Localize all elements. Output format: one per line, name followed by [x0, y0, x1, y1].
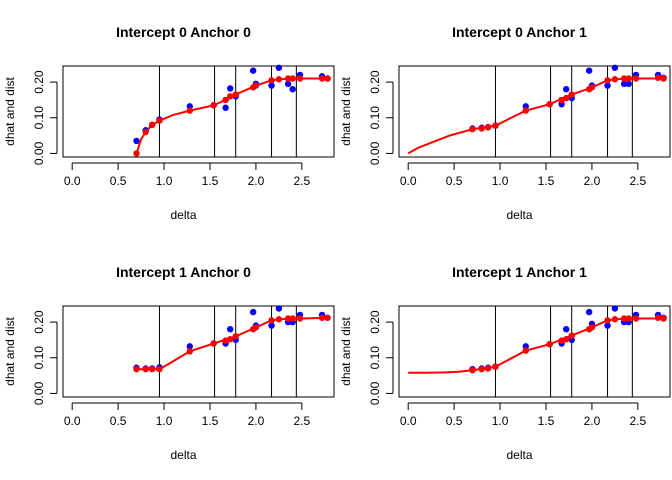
blue-point [611, 305, 619, 312]
y-tick-label: 0.00 [32, 141, 46, 165]
blue-point [249, 308, 257, 316]
blue-point [268, 82, 275, 89]
blue-point [249, 67, 257, 74]
y-tick-label: 0.20 [32, 70, 46, 94]
blue-point [604, 82, 611, 89]
x-tick-label: 2.5 [630, 414, 647, 428]
blue-point [222, 104, 229, 111]
x-tick-label: 0.5 [110, 174, 127, 188]
x-tick-label: 2.5 [294, 414, 311, 428]
x-tick-label: 0.0 [400, 414, 417, 428]
x-axis-label: delta [506, 448, 532, 462]
x-tick-label: 1.0 [492, 414, 509, 428]
blue-point [284, 80, 292, 88]
fitted-curve [407, 77, 664, 155]
x-tick-label: 1.0 [156, 174, 173, 188]
blue-point [268, 322, 275, 329]
x-tick-label: 1.5 [538, 414, 555, 428]
panel-title: Intercept 0 Anchor 1 [452, 24, 587, 40]
x-axis-label: delta [170, 448, 196, 462]
y-tick-label: 0.10 [368, 346, 382, 370]
blue-point [289, 85, 296, 93]
plot-frame [398, 305, 671, 398]
blue-point [604, 322, 611, 329]
x-tick-label: 0.5 [446, 174, 463, 188]
blue-point [585, 67, 593, 74]
blue-point [625, 80, 632, 88]
red-point [133, 150, 140, 157]
blue-point [562, 325, 570, 333]
y-tick-label: 0.10 [368, 106, 382, 130]
x-axis-label: delta [170, 208, 196, 222]
y-tick-label: 0.00 [368, 381, 382, 405]
panel-3: Intercept 1 Anchor 0 0.0 0.5 1.0 1.5 2.0 2.5 0.… [3, 264, 335, 462]
blue-point [226, 325, 234, 333]
x-tick-label: 1.0 [156, 414, 173, 428]
panel-title: Intercept 0 Anchor 0 [116, 24, 251, 40]
y-tick-label: 0.20 [368, 70, 382, 94]
plot-frame [62, 305, 335, 398]
blue-point [275, 305, 283, 312]
panel-title: Intercept 1 Anchor 0 [116, 264, 251, 280]
x-tick-label: 1.5 [538, 174, 555, 188]
panel-4: Intercept 1 Anchor 1 0.0 0.5 1.0 1.5 2.0 2.5 0.… [339, 264, 671, 462]
blue-point [611, 64, 619, 71]
x-tick-label: 0.0 [64, 174, 81, 188]
y-axis-label: dhat and dist [3, 316, 17, 385]
blue-point [275, 64, 283, 71]
red-point [133, 365, 140, 373]
y-tick-label: 0.00 [368, 141, 382, 165]
x-tick-label: 0.5 [110, 414, 127, 428]
y-axis-label: dhat and dist [339, 316, 353, 385]
x-tick-label: 2.5 [294, 174, 311, 188]
x-tick-label: 2.0 [248, 414, 265, 428]
x-tick-label: 0.0 [400, 174, 417, 188]
y-tick-label: 0.20 [32, 310, 46, 334]
blue-point [562, 85, 570, 93]
x-tick-label: 0.5 [446, 414, 463, 428]
panel-title: Intercept 1 Anchor 1 [452, 264, 587, 280]
x-tick-label: 0.0 [64, 414, 81, 428]
panel-1: Intercept 0 Anchor 0 0.0 0.5 1.0 1.5 2.0 2.5 0.… [3, 24, 335, 222]
x-tick-label: 2.5 [630, 174, 647, 188]
x-tick-label: 1.0 [492, 174, 509, 188]
panel-2: Intercept 0 Anchor 1 0.0 0.5 1.0 1.5 2.0 2.5 0.… [339, 24, 671, 222]
y-tick-label: 0.10 [32, 106, 46, 130]
x-tick-label: 1.5 [202, 174, 219, 188]
y-tick-label: 0.00 [32, 381, 46, 405]
x-tick-label: 1.5 [202, 414, 219, 428]
x-tick-label: 2.0 [248, 174, 265, 188]
y-axis-label: dhat and dist [339, 76, 353, 145]
y-tick-label: 0.10 [32, 346, 46, 370]
fitted-curve [408, 317, 664, 374]
y-tick-label: 0.20 [368, 310, 382, 334]
x-tick-label: 2.0 [584, 174, 601, 188]
fitted-curve [136, 316, 328, 371]
blue-point [186, 343, 193, 350]
x-tick-label: 2.0 [584, 414, 601, 428]
x-axis-label: delta [506, 208, 532, 222]
blue-point [585, 308, 593, 316]
y-axis-label: dhat and dist [3, 76, 17, 145]
blue-point [620, 80, 628, 88]
plot-frame [398, 65, 671, 158]
fitted-curve [135, 77, 328, 154]
blue-point [133, 137, 140, 145]
plot-frame [62, 65, 335, 158]
blue-point [226, 85, 234, 92]
